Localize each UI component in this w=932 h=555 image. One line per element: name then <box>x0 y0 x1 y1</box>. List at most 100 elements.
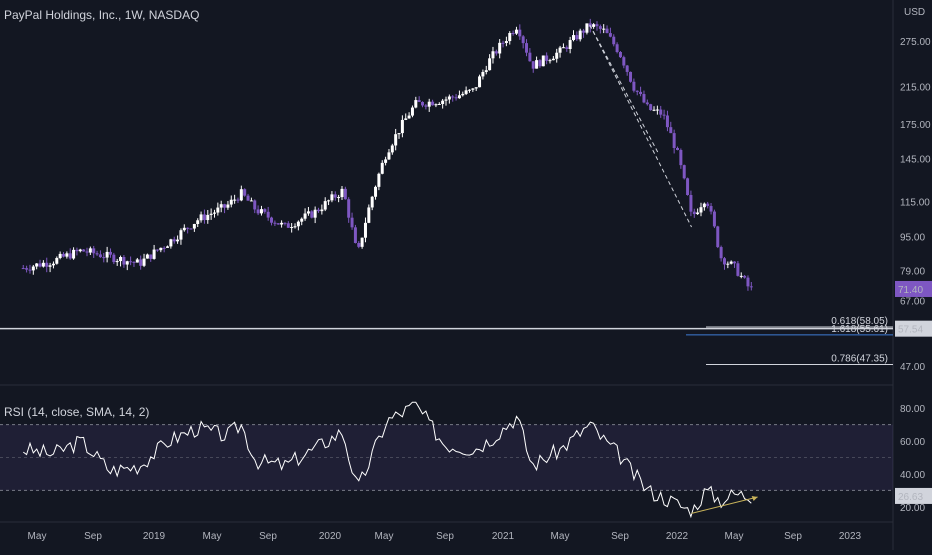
candle-body <box>95 253 99 255</box>
candle-body <box>270 217 274 223</box>
candle-body <box>41 262 45 267</box>
price-tick-label: 175.00 <box>900 120 931 131</box>
candle-body <box>575 35 579 40</box>
candle-body <box>300 218 304 222</box>
candle-body <box>246 195 250 201</box>
candle-body <box>662 114 666 116</box>
candle-body <box>176 239 180 242</box>
candle-body <box>196 220 200 224</box>
time-tick-label: May <box>375 531 394 542</box>
candle-body <box>696 212 700 215</box>
candle-body <box>374 186 378 197</box>
candle-body <box>682 165 686 179</box>
candle-body <box>58 253 62 259</box>
candle-body <box>223 204 227 208</box>
candle-body <box>400 119 404 134</box>
candle-body <box>686 178 690 196</box>
candle-body <box>189 228 193 230</box>
time-tick-label: May <box>725 531 744 542</box>
candle-body <box>709 206 713 212</box>
candle-body <box>736 263 740 276</box>
time-tick-label: 2021 <box>492 531 515 542</box>
candle-body <box>306 211 310 214</box>
candle-body <box>75 249 79 252</box>
candle-body <box>424 105 428 107</box>
candle-body <box>625 65 629 72</box>
candle-body <box>333 194 337 198</box>
candle-body <box>669 127 673 134</box>
candle-body <box>551 58 555 61</box>
candle-body <box>726 263 730 265</box>
candle-body <box>28 269 32 271</box>
candle-body <box>555 52 559 59</box>
candle-body <box>585 23 589 33</box>
price-tick-label: 79.00 <box>900 266 925 277</box>
candle-body <box>142 258 146 266</box>
candle-body <box>649 104 653 111</box>
candle-body <box>55 258 59 264</box>
candle-body <box>538 60 542 67</box>
candle-body <box>296 221 300 227</box>
fib-level-label: 1.618(55.61) <box>831 324 888 335</box>
candle-body <box>484 70 488 72</box>
candle-body <box>199 214 203 221</box>
candle-body <box>276 223 280 225</box>
candle-body <box>548 60 552 62</box>
candle-body <box>347 199 351 218</box>
candle-body <box>209 213 213 215</box>
candle-body <box>51 263 55 266</box>
candle-body <box>266 211 270 218</box>
candle-body <box>447 96 451 100</box>
candle-body <box>568 40 572 49</box>
candle-body <box>162 247 166 249</box>
candle-body <box>145 254 149 259</box>
candle-body <box>202 214 206 221</box>
candle-body <box>387 152 391 160</box>
candle-body <box>571 35 575 41</box>
candle-body <box>608 33 612 37</box>
candle-body <box>434 104 438 106</box>
candle-body <box>558 47 562 53</box>
candle-body <box>122 257 126 265</box>
candle-body <box>303 213 307 219</box>
candle-body <box>605 28 609 34</box>
candle-body <box>467 89 471 91</box>
candle-body <box>186 227 190 229</box>
candle-body <box>350 217 354 228</box>
candle-body <box>155 249 159 251</box>
time-tick-label: Sep <box>436 531 454 542</box>
price-tick-label: 95.00 <box>900 232 925 243</box>
candle-body <box>525 43 529 53</box>
candle-body <box>437 103 441 105</box>
candle-body <box>380 162 384 174</box>
candle-body <box>384 159 388 163</box>
candle-body <box>149 254 153 259</box>
candle-body <box>699 207 703 213</box>
candle-body <box>310 211 314 218</box>
candle-body <box>367 207 371 223</box>
candle-body <box>407 115 411 119</box>
candle-body <box>431 101 435 106</box>
time-tick-label: May <box>203 531 222 542</box>
candle-body <box>152 249 156 259</box>
candle-body <box>259 209 263 214</box>
candle-body <box>38 263 42 267</box>
price-tick-label: 275.00 <box>900 37 931 48</box>
candle-body <box>166 246 170 248</box>
trendline-dashed <box>589 24 692 228</box>
candle-body <box>353 227 357 244</box>
candle-body <box>377 173 381 187</box>
candle-body <box>129 261 133 263</box>
candle-body <box>504 41 508 44</box>
candle-body <box>528 52 532 62</box>
candle-body <box>722 258 726 265</box>
candle-body <box>236 199 240 201</box>
candle-body <box>169 239 173 247</box>
price-tick-label: 115.00 <box>900 197 930 208</box>
candle-body <box>491 51 495 59</box>
candle-body <box>179 230 183 240</box>
candle-body <box>474 87 478 89</box>
candle-body <box>676 147 680 150</box>
